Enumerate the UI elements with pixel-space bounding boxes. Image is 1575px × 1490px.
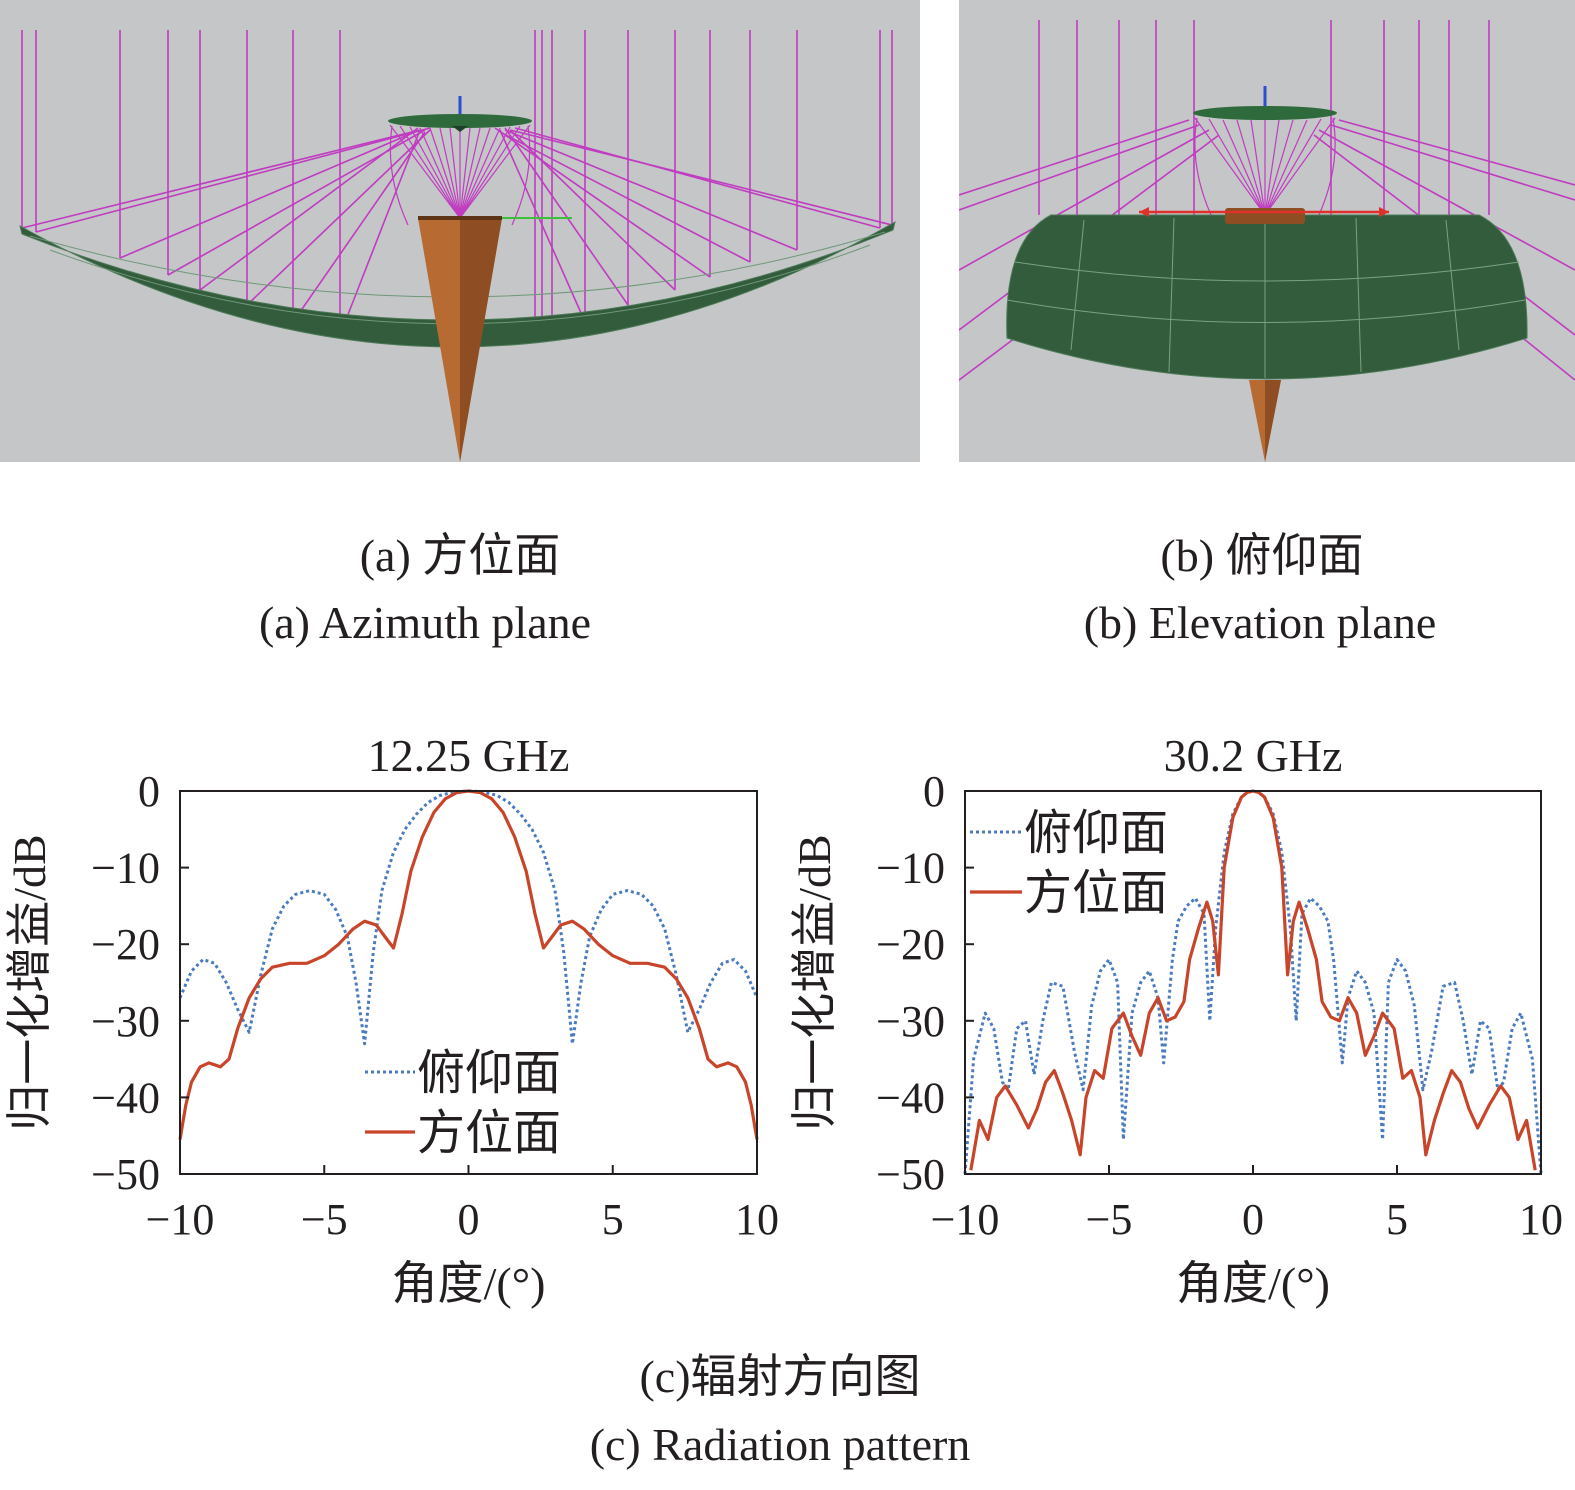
y-tick-label: −50 (876, 1150, 945, 1199)
x-tick-label: 0 (1242, 1195, 1264, 1244)
legend-label: 俯仰面 (1024, 807, 1168, 860)
legend-label: 方位面 (1024, 867, 1168, 920)
x-tick-label: −5 (301, 1195, 348, 1244)
y-tick-label: 0 (923, 767, 945, 816)
y-tick-label: −30 (91, 997, 160, 1046)
y-tick-label: −20 (91, 920, 160, 969)
x-tick-label: 10 (1519, 1195, 1563, 1244)
y-axis-label: 归一化增益/dB (789, 834, 840, 1130)
y-axis-label: 归一化增益/dB (4, 834, 55, 1130)
y-tick-label: −50 (91, 1150, 160, 1199)
x-tick-label: 10 (735, 1195, 779, 1244)
y-tick-label: −20 (876, 920, 945, 969)
caption-a-chinese: (a) 方位面 (359, 530, 561, 581)
legend-label: 方位面 (417, 1107, 561, 1160)
series-line-elevation (178, 789, 759, 1046)
legend-label: 俯仰面 (417, 1047, 561, 1100)
x-tick-label: −10 (146, 1195, 215, 1244)
caption-b-chinese: (b) 俯仰面 (1160, 530, 1364, 581)
x-tick-label: −10 (931, 1195, 1000, 1244)
azimuth-plane-model-image (0, 0, 920, 462)
y-tick-label: −40 (91, 1073, 160, 1122)
caption-c-english: (c) Radiation pattern (589, 1419, 971, 1470)
x-axis-label: 角度/(°) (392, 1258, 546, 1309)
x-tick-label: −5 (1086, 1195, 1133, 1244)
x-tick-label: 0 (458, 1195, 480, 1244)
chart-title: 30.2 GHz (1164, 730, 1343, 781)
x-tick-label: 5 (602, 1195, 624, 1244)
y-tick-label: −10 (876, 844, 945, 893)
y-tick-label: 0 (138, 767, 160, 816)
y-tick-label: −40 (876, 1073, 945, 1122)
x-axis-label: 角度/(°) (1176, 1258, 1330, 1309)
y-tick-label: −30 (876, 997, 945, 1046)
caption-a-english: (a) Azimuth plane (258, 597, 592, 648)
caption-b-english: (b) Elevation plane (1083, 597, 1437, 648)
x-tick-label: 5 (1386, 1195, 1408, 1244)
caption-c-chinese: (c)辐射方向图 (639, 1351, 921, 1402)
elevation-plane-model-image (959, 0, 1575, 462)
y-tick-label: −10 (91, 844, 160, 893)
chart-title: 12.25 GHz (368, 730, 570, 781)
